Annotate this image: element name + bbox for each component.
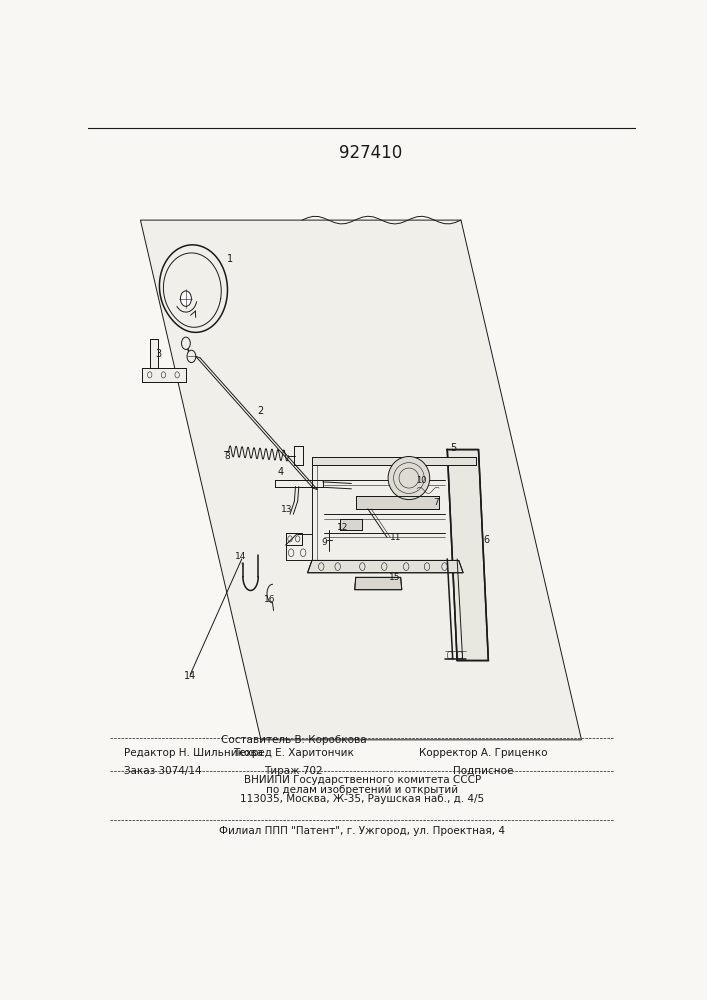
Text: 14: 14: [185, 671, 197, 681]
Polygon shape: [141, 220, 582, 740]
Text: ВНИИПИ Государственного комитета СССР: ВНИИПИ Государственного комитета СССР: [244, 775, 481, 785]
Text: 16: 16: [264, 595, 275, 604]
Text: 11: 11: [390, 533, 402, 542]
Polygon shape: [356, 496, 439, 509]
Text: 9: 9: [321, 538, 327, 547]
Text: по делам изобретений и открытий: по делам изобретений и открытий: [267, 785, 458, 795]
Polygon shape: [286, 533, 302, 545]
Polygon shape: [341, 519, 363, 530]
Polygon shape: [141, 368, 187, 382]
Polygon shape: [448, 450, 489, 661]
Circle shape: [182, 337, 190, 349]
Text: 4: 4: [277, 467, 284, 477]
Polygon shape: [312, 457, 477, 465]
Polygon shape: [308, 560, 463, 573]
Text: 8: 8: [224, 452, 230, 461]
Text: 5: 5: [450, 443, 456, 453]
Text: 2: 2: [257, 406, 264, 416]
Text: 10: 10: [416, 476, 426, 485]
Polygon shape: [160, 245, 228, 332]
Text: Составитель В. Коробкова: Составитель В. Коробкова: [221, 735, 367, 745]
Text: 7: 7: [433, 498, 439, 507]
Text: 3: 3: [156, 349, 162, 359]
Ellipse shape: [388, 456, 430, 500]
Polygon shape: [294, 446, 303, 465]
Polygon shape: [150, 339, 158, 368]
Text: Заказ 3074/14: Заказ 3074/14: [124, 766, 201, 776]
Polygon shape: [355, 577, 402, 590]
Circle shape: [187, 350, 196, 363]
Text: 1: 1: [227, 254, 233, 264]
Text: 13: 13: [281, 505, 293, 514]
Text: 12: 12: [337, 523, 349, 532]
Polygon shape: [275, 480, 323, 487]
Text: 15: 15: [389, 573, 400, 582]
Text: Филиал ППП "Патент", г. Ужгород, ул. Проектная, 4: Филиал ППП "Патент", г. Ужгород, ул. Про…: [219, 826, 506, 836]
Text: Корректор А. Гриценко: Корректор А. Гриценко: [419, 748, 547, 758]
Circle shape: [180, 291, 192, 306]
Text: 6: 6: [483, 535, 489, 545]
Text: Подписное: Подписное: [452, 766, 513, 776]
Text: Техред Е. Харитончик: Техред Е. Харитончик: [233, 748, 354, 758]
Text: Редактор Н. Шильникова: Редактор Н. Шильникова: [124, 748, 263, 758]
Text: Тираж 702: Тираж 702: [264, 766, 323, 776]
Text: 14: 14: [235, 552, 247, 561]
Text: 113035, Москва, Ж-35, Раушская наб., д. 4/5: 113035, Москва, Ж-35, Раушская наб., д. …: [240, 794, 484, 804]
Text: 927410: 927410: [339, 144, 402, 162]
